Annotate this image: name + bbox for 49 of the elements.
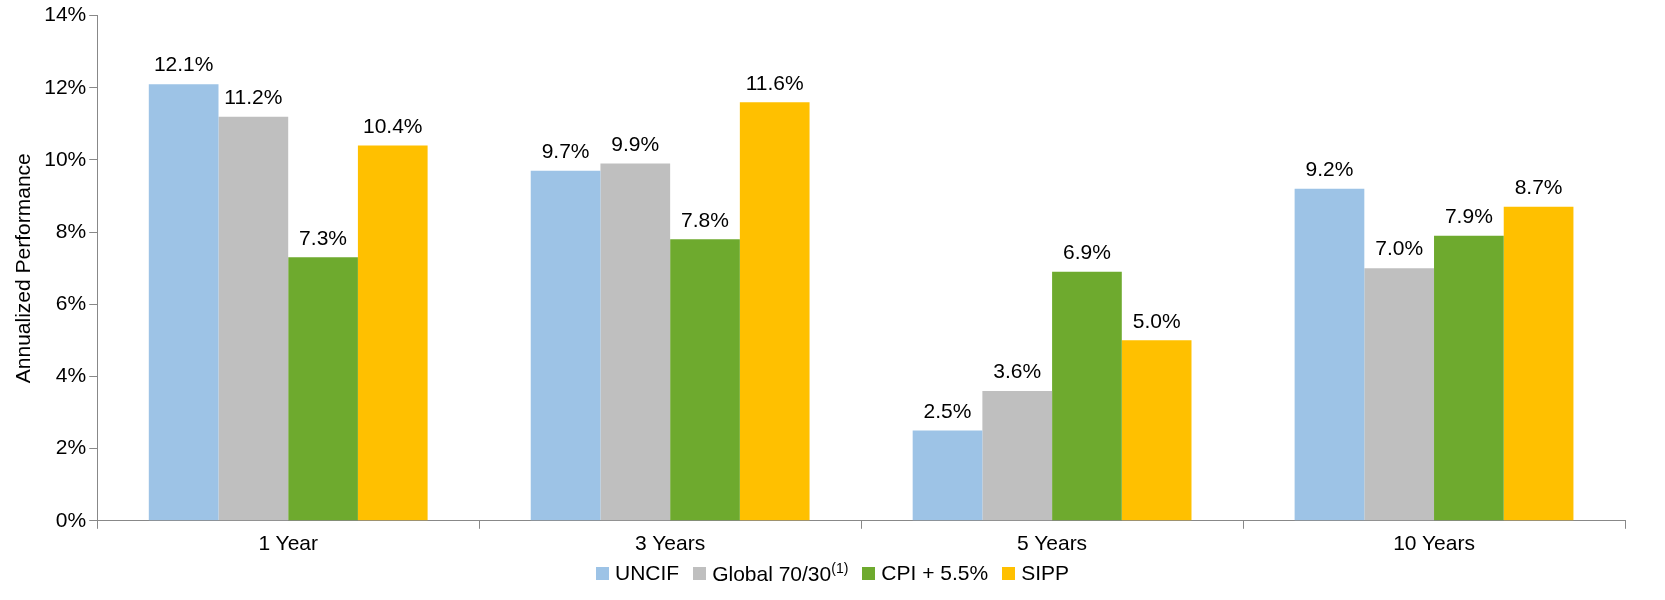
data-label: 10.4% [362,113,423,137]
y-tick-label: 8% [55,218,87,242]
data-label: 11.6% [745,70,804,94]
bar [739,102,810,521]
bar [530,170,601,521]
bar [600,163,671,521]
data-label: 12.1% [153,52,214,76]
bar [1503,206,1574,521]
bar [670,239,740,521]
y-tick-label: 0% [55,507,87,531]
data-label: 9.7% [541,139,590,163]
data-label: 2.5% [923,398,972,422]
data-label: 9.9% [611,131,660,155]
x-tick-label: 5 Years [1017,531,1088,555]
y-tick-label: 12% [44,74,87,98]
data-label: 8.7% [1514,175,1563,199]
y-tick-label: 2% [55,435,87,459]
bar [1121,340,1192,521]
bar [1052,271,1122,521]
legend-label: SIPP [1021,561,1070,585]
bar [1294,188,1365,521]
bar [148,84,219,521]
x-tick-label: 10 Years [1393,531,1475,555]
bar [1364,268,1435,521]
data-label: 7.3% [299,225,347,249]
bar [218,116,289,521]
bar [357,145,428,521]
y-tick-label: 6% [55,291,87,315]
data-label: 3.6% [993,359,1042,383]
bar [1434,235,1504,521]
legend-label: CPI + 5.5% [881,561,989,585]
x-tick-label: 1 Year [258,531,318,555]
y-tick-label: 10% [44,146,87,170]
y-tick-label: 14% [44,2,87,26]
bar [982,390,1053,521]
bar [288,257,358,521]
data-label: 5.0% [1132,308,1181,332]
x-tick-label: 3 Years [635,531,706,555]
legend-label: UNCIF [614,561,680,585]
y-axis-title: Annualized Performance [11,153,35,384]
data-label: 9.2% [1305,157,1354,181]
data-label: 6.9% [1063,240,1111,264]
legend-label: Global 70/30$^{(1)}$ [712,560,849,586]
data-label: 7.0% [1375,236,1424,260]
data-label: 7.9% [1444,204,1493,228]
bar [912,430,983,521]
data-label: 7.8% [681,207,729,231]
y-tick-label: 4% [55,363,87,387]
data-label: 11.2% [224,84,283,108]
